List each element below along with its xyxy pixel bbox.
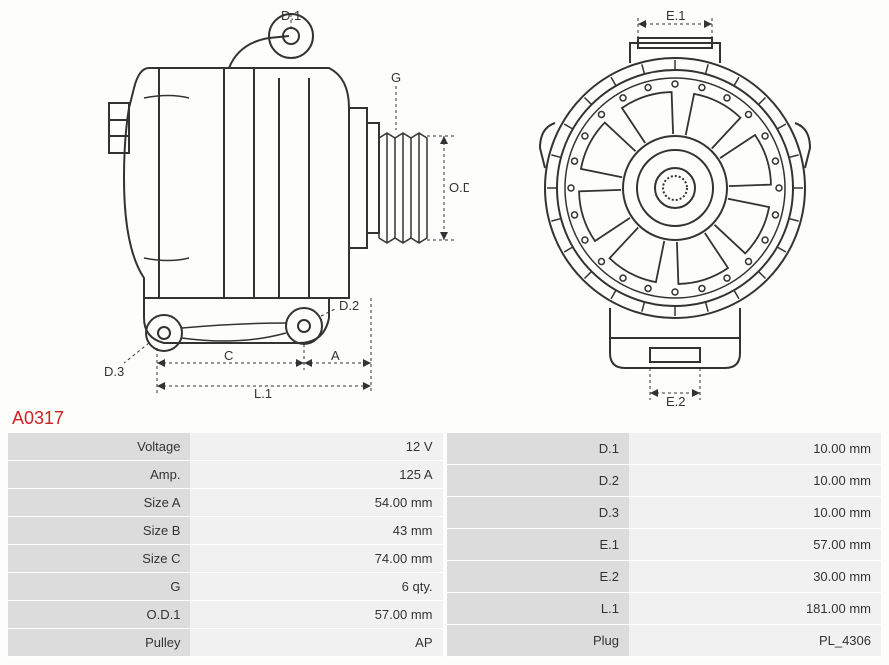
spec-label: Size B — [8, 517, 190, 545]
spec-row: Size B43 mm — [8, 517, 443, 545]
spec-value: 30.00 mm — [629, 560, 881, 592]
spec-table-right: D.110.00 mmD.210.00 mmD.310.00 mmE.157.0… — [447, 433, 882, 657]
spec-value: 12 V — [190, 433, 442, 461]
dim-label-a: A — [331, 348, 340, 363]
spec-value: 181.00 mm — [629, 592, 881, 624]
dim-label-e1: E.1 — [666, 8, 686, 23]
spec-label: E.2 — [447, 560, 629, 592]
side-view-diagram: D.1 G O.D.1 D.2 D.3 C A L.1 — [49, 8, 469, 403]
spec-label: L.1 — [447, 592, 629, 624]
front-view-diagram: E.1 E.2 — [510, 8, 840, 413]
dim-label-d2: D.2 — [339, 298, 359, 313]
spec-row: Amp.125 A — [8, 461, 443, 489]
spec-label: Voltage — [8, 433, 190, 461]
diagram-area: D.1 G O.D.1 D.2 D.3 C A L.1 — [8, 8, 881, 408]
dim-label-e2: E.2 — [666, 394, 686, 408]
spec-label: O.D.1 — [8, 601, 190, 629]
spec-label: Pulley — [8, 629, 190, 657]
spec-value: 54.00 mm — [190, 489, 442, 517]
spec-row: PulleyAP — [8, 629, 443, 657]
spec-value: 57.00 mm — [190, 601, 442, 629]
spec-row: O.D.157.00 mm — [8, 601, 443, 629]
dim-label-l1: L.1 — [254, 386, 272, 398]
spec-row: D.210.00 mm — [447, 464, 882, 496]
spec-label: Amp. — [8, 461, 190, 489]
spec-row: G6 qty. — [8, 573, 443, 601]
spec-table-left: Voltage12 VAmp.125 ASize A54.00 mmSize B… — [8, 433, 443, 657]
spec-label: Plug — [447, 624, 629, 656]
spec-tables: Voltage12 VAmp.125 ASize A54.00 mmSize B… — [8, 433, 881, 657]
dim-label-g: G — [391, 70, 401, 85]
spec-row: Size A54.00 mm — [8, 489, 443, 517]
spec-label: D.2 — [447, 464, 629, 496]
spec-label: Size A — [8, 489, 190, 517]
spec-value: 10.00 mm — [629, 433, 881, 464]
spec-label: D.3 — [447, 496, 629, 528]
spec-row: Voltage12 V — [8, 433, 443, 461]
spec-label: G — [8, 573, 190, 601]
spec-label: Size C — [8, 545, 190, 573]
spec-label: D.1 — [447, 433, 629, 464]
dim-label-d3: D.3 — [104, 364, 124, 379]
spec-value: 10.00 mm — [629, 464, 881, 496]
spec-value: 43 mm — [190, 517, 442, 545]
spec-row: D.110.00 mm — [447, 433, 882, 464]
spec-row: E.157.00 mm — [447, 528, 882, 560]
spec-value: 57.00 mm — [629, 528, 881, 560]
dim-label-c: C — [224, 348, 233, 363]
spec-value: 125 A — [190, 461, 442, 489]
spec-value: AP — [190, 629, 442, 657]
dim-label-d1: D.1 — [281, 8, 301, 23]
spec-row: D.310.00 mm — [447, 496, 882, 528]
spec-row: E.230.00 mm — [447, 560, 882, 592]
spec-value: PL_4306 — [629, 624, 881, 656]
spec-row: L.1181.00 mm — [447, 592, 882, 624]
spec-label: E.1 — [447, 528, 629, 560]
spec-value: 74.00 mm — [190, 545, 442, 573]
spec-value: 6 qty. — [190, 573, 442, 601]
spec-value: 10.00 mm — [629, 496, 881, 528]
spec-row: PlugPL_4306 — [447, 624, 882, 656]
dim-label-od1: O.D.1 — [449, 180, 469, 195]
spec-row: Size C74.00 mm — [8, 545, 443, 573]
